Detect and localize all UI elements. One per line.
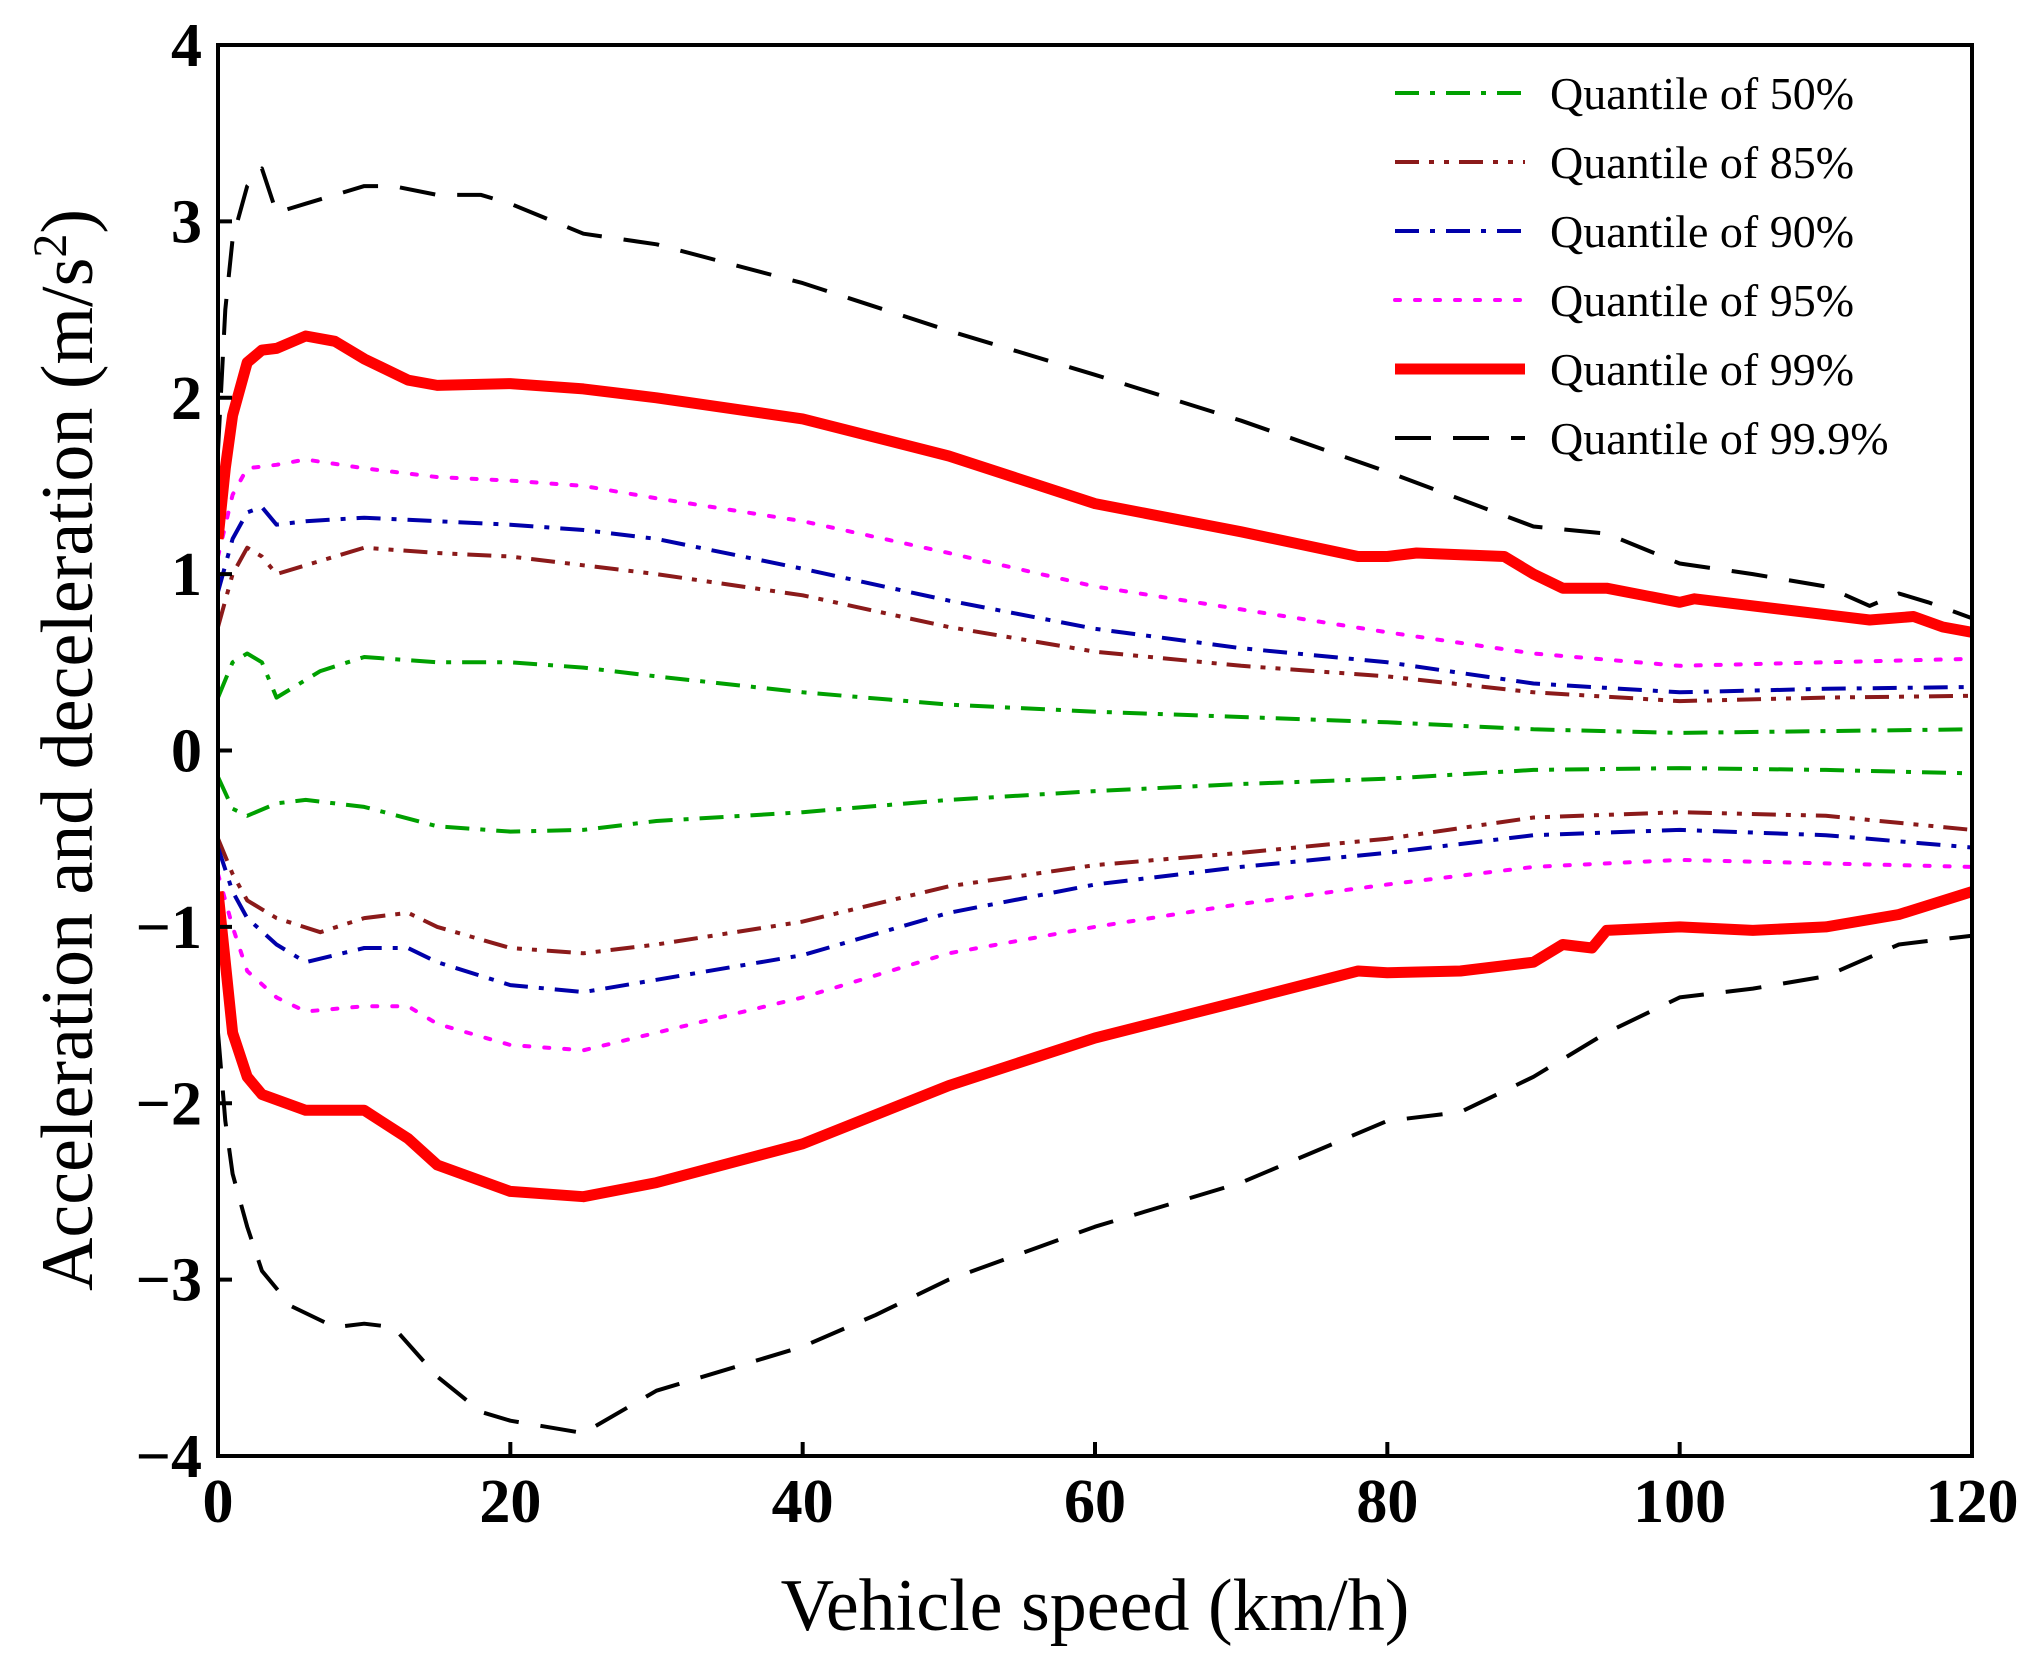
x-tick-label: 120: [1926, 1468, 2019, 1536]
series-4-lower-line: [218, 886, 1972, 1203]
y-tick-label: −3: [136, 1247, 202, 1315]
x-tick-label: 100: [1633, 1468, 1726, 1536]
series-1-lower-line: [218, 810, 1972, 956]
legend-label-0: Quantile of 50%: [1550, 68, 1854, 119]
y-axis-title-main: Acceleration and deceleration (m/s: [27, 258, 109, 1291]
y-tick-label: 2: [171, 365, 202, 433]
x-axis-title: Vehicle speed (km/h): [781, 1565, 1410, 1647]
legend-label-1: Quantile of 85%: [1550, 137, 1854, 188]
y-tick-label: −1: [136, 894, 202, 962]
series-2-lower-line: [218, 827, 1972, 995]
y-tick-label: 4: [171, 12, 202, 80]
y-axis-title-close: ): [27, 209, 109, 234]
y-tick-label: 1: [171, 541, 202, 609]
ticks-layer: 0 20 40 60 80 100 120 −4 −3 −2 −1 0 1 2 3 4: [136, 12, 2019, 1536]
legend-label-2: Quantile of 90%: [1550, 206, 1854, 257]
x-tick-label: 0: [203, 1468, 234, 1536]
legend-label-3: Quantile of 95%: [1550, 275, 1854, 326]
series-3-upper-line: [218, 457, 1972, 668]
x-tick-label: 60: [1064, 1468, 1126, 1536]
series-layer: [218, 166, 1972, 1436]
series-0-lower-line: [218, 766, 1972, 834]
series-0-upper-line: [218, 651, 1972, 735]
y-tick-label: −4: [136, 1423, 202, 1491]
y-axis-title: Acceleration and deceleration (m/s2): [24, 209, 109, 1291]
y-tick-label: −2: [136, 1070, 202, 1138]
x-tick-label: 80: [1356, 1468, 1418, 1536]
y-axis-title-superscript: 2: [24, 234, 77, 258]
series-5-lower-line: [218, 933, 1972, 1436]
legend-label-5: Quantile of 99.9%: [1550, 413, 1889, 464]
x-tick-label: 20: [479, 1468, 541, 1536]
legend-label-4: Quantile of 99%: [1550, 344, 1854, 395]
y-tick-label: 3: [171, 188, 202, 256]
series-4-upper-line: [218, 330, 1972, 638]
legend: Quantile of 50% Quantile of 85% Quantile o…: [1393, 68, 1889, 464]
series-2-upper-line: [218, 505, 1972, 695]
series-5-upper-line: [218, 166, 1972, 621]
y-tick-label: 0: [171, 718, 202, 786]
x-tick-label: 40: [772, 1468, 834, 1536]
series-3-lower-line: [218, 857, 1972, 1053]
